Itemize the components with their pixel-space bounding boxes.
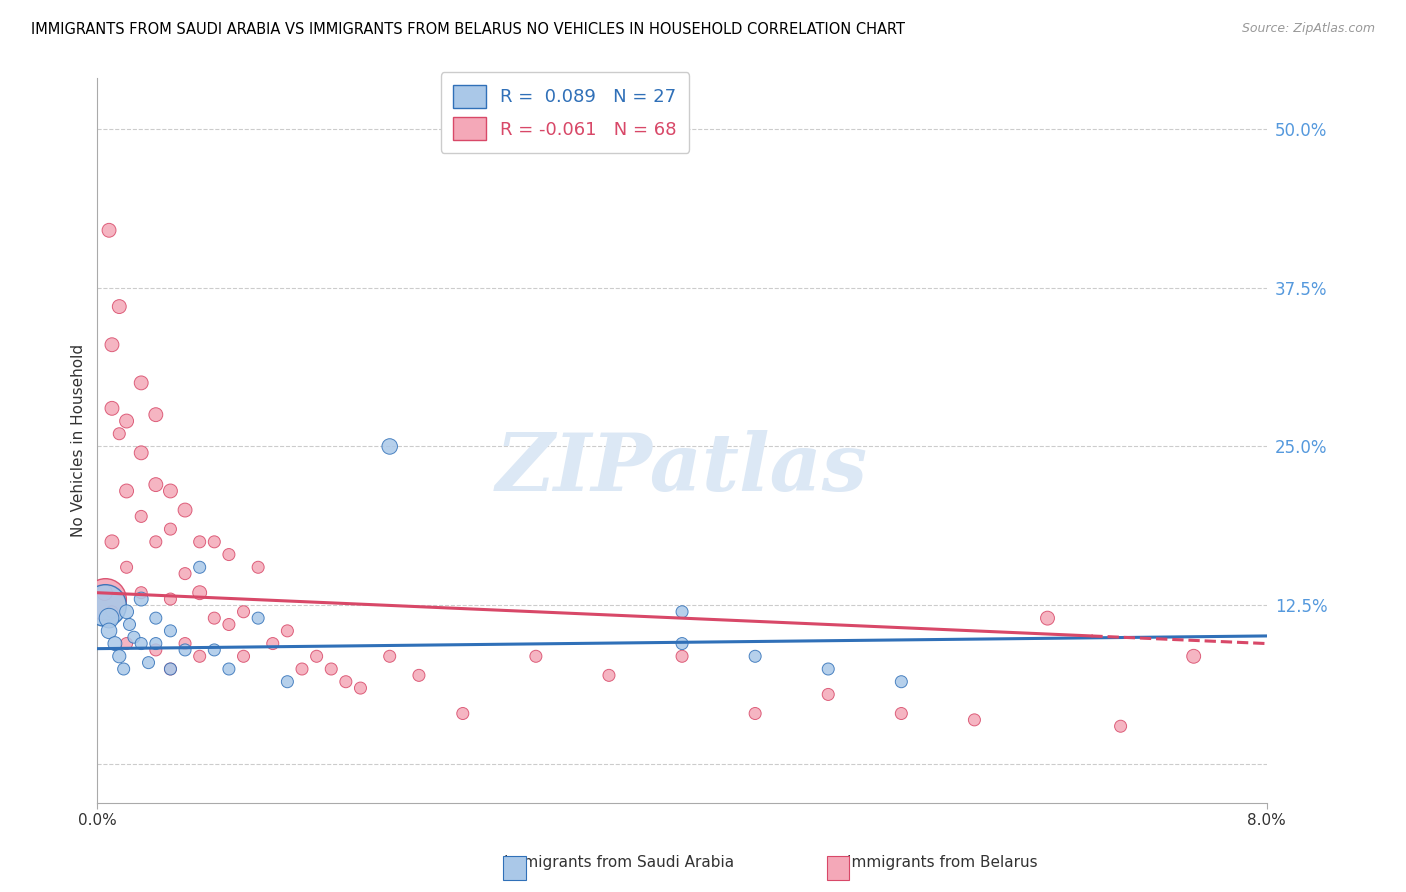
Point xyxy=(101,337,124,351)
Point xyxy=(98,223,121,237)
Point xyxy=(671,636,693,650)
Point xyxy=(188,649,211,664)
Point xyxy=(232,649,254,664)
Point xyxy=(115,636,138,650)
Point xyxy=(232,605,254,619)
Point xyxy=(108,426,131,441)
Point xyxy=(218,617,240,632)
Point xyxy=(335,674,357,689)
Point xyxy=(321,662,343,676)
Point xyxy=(93,599,115,613)
Point xyxy=(305,649,328,664)
Point xyxy=(890,706,912,721)
Text: Immigrants from Saudi Arabia: Immigrants from Saudi Arabia xyxy=(503,855,734,870)
Point xyxy=(174,636,197,650)
Point xyxy=(451,706,474,721)
Point xyxy=(118,617,141,632)
Point xyxy=(1109,719,1132,733)
Point xyxy=(122,630,145,644)
Point xyxy=(138,656,160,670)
Point xyxy=(129,376,152,390)
Point xyxy=(98,624,121,638)
Point xyxy=(262,636,284,650)
Point xyxy=(247,560,270,574)
Point xyxy=(145,611,167,625)
Point xyxy=(188,534,211,549)
Point xyxy=(129,592,152,607)
Point xyxy=(101,401,124,416)
Point xyxy=(159,483,181,498)
Point xyxy=(188,560,211,574)
Point xyxy=(378,440,401,454)
Point xyxy=(145,636,167,650)
Point xyxy=(129,509,152,524)
Point xyxy=(129,636,152,650)
Point xyxy=(115,560,138,574)
Point xyxy=(174,503,197,517)
Text: ZIPatlas: ZIPatlas xyxy=(496,430,868,508)
Point xyxy=(1036,611,1059,625)
Point xyxy=(145,408,167,422)
Point xyxy=(276,674,298,689)
Point xyxy=(93,592,115,607)
Point xyxy=(524,649,547,664)
Point xyxy=(174,643,197,657)
Point xyxy=(174,566,197,581)
Point xyxy=(188,585,211,599)
Point xyxy=(145,643,167,657)
Point xyxy=(101,605,124,619)
Point xyxy=(817,662,839,676)
Text: Source: ZipAtlas.com: Source: ZipAtlas.com xyxy=(1241,22,1375,36)
Point xyxy=(108,300,131,314)
Point xyxy=(218,662,240,676)
Point xyxy=(247,611,270,625)
Point xyxy=(115,414,138,428)
Point xyxy=(108,649,131,664)
Point xyxy=(291,662,314,676)
Point xyxy=(159,522,181,536)
Point xyxy=(963,713,986,727)
Point xyxy=(115,605,138,619)
Point xyxy=(744,649,766,664)
Point xyxy=(202,534,225,549)
Text: IMMIGRANTS FROM SAUDI ARABIA VS IMMIGRANTS FROM BELARUS NO VEHICLES IN HOUSEHOLD: IMMIGRANTS FROM SAUDI ARABIA VS IMMIGRAN… xyxy=(31,22,905,37)
Point xyxy=(104,636,127,650)
Point xyxy=(890,674,912,689)
Point xyxy=(159,662,181,676)
Point xyxy=(378,649,401,664)
Point xyxy=(129,446,152,460)
Y-axis label: No Vehicles in Household: No Vehicles in Household xyxy=(72,343,86,537)
Point xyxy=(671,605,693,619)
Point xyxy=(159,592,181,607)
Point xyxy=(218,548,240,562)
Point xyxy=(145,534,167,549)
Point xyxy=(202,643,225,657)
Point xyxy=(598,668,620,682)
Point xyxy=(93,585,115,599)
Point xyxy=(276,624,298,638)
Point xyxy=(1182,649,1205,664)
Legend: R =  0.089   N = 27, R = -0.061   N = 68: R = 0.089 N = 27, R = -0.061 N = 68 xyxy=(440,72,689,153)
Point xyxy=(98,611,121,625)
Point xyxy=(349,681,371,695)
Point xyxy=(744,706,766,721)
Point xyxy=(112,662,135,676)
Point xyxy=(159,624,181,638)
Point xyxy=(817,688,839,702)
Point xyxy=(159,662,181,676)
Point xyxy=(671,649,693,664)
Point xyxy=(408,668,430,682)
Point xyxy=(129,585,152,599)
Point xyxy=(101,534,124,549)
Point xyxy=(115,483,138,498)
Point xyxy=(202,611,225,625)
Point xyxy=(145,477,167,491)
Text: Immigrants from Belarus: Immigrants from Belarus xyxy=(846,855,1038,870)
